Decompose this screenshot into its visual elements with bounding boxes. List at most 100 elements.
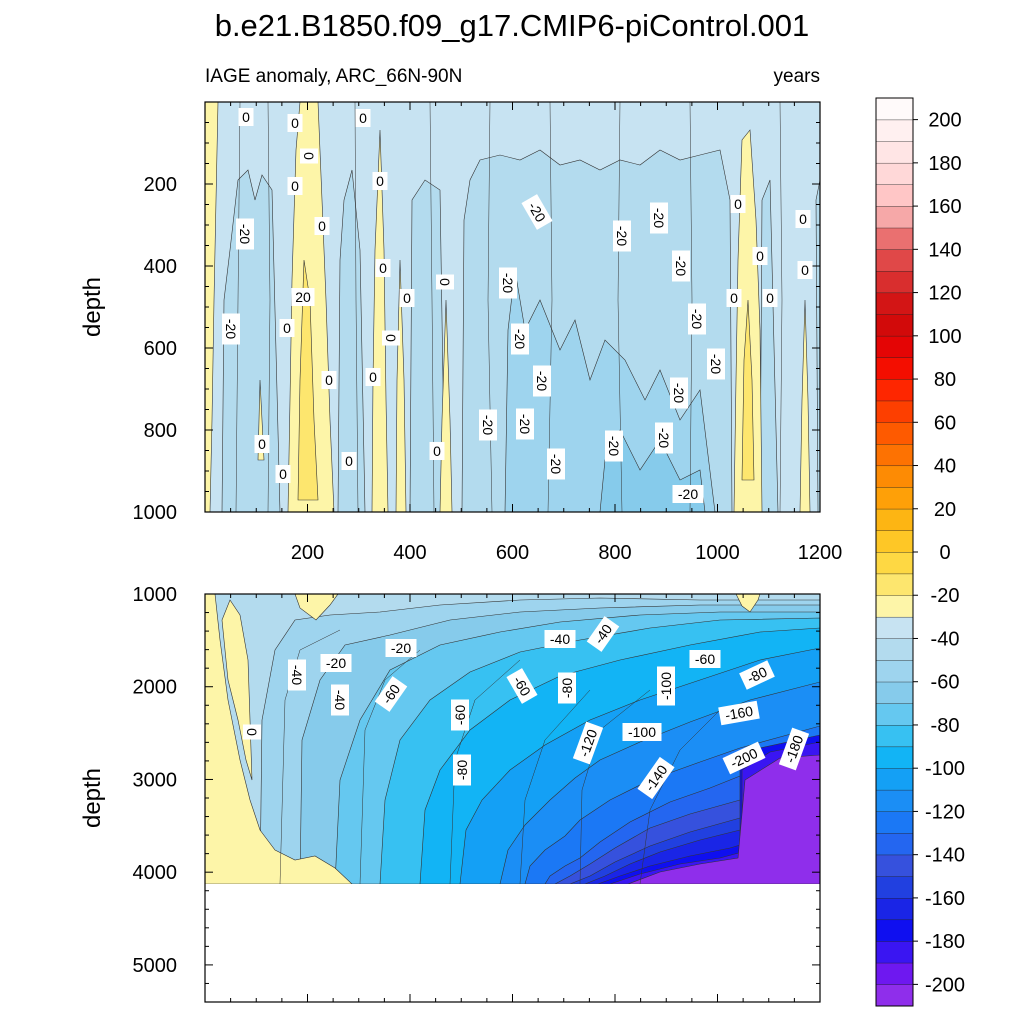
colorbar-label: 200 [928, 110, 961, 132]
contour-label: 0 [730, 195, 746, 213]
contour-label: -20 [707, 348, 725, 380]
contour-label-text: -40 [289, 665, 305, 685]
contour-label: 0 [797, 261, 813, 279]
contour-label-box [385, 639, 417, 657]
contour-label-text: -40 [332, 690, 348, 710]
colorbar-label: 140 [928, 239, 961, 261]
contour-label-box [707, 348, 725, 380]
contour-label-box [291, 288, 315, 306]
contour-label-box [275, 465, 291, 483]
lower-y-tick-label: 2000 [133, 677, 178, 699]
contour-label: -20 [670, 377, 688, 409]
contour-label-text: 0 [301, 152, 317, 160]
contour-label-text: -20 [223, 319, 239, 339]
contour-label-box [279, 319, 295, 337]
contour-label-box [382, 330, 400, 346]
colorbar-box [875, 141, 914, 164]
colorbar-box [875, 422, 914, 445]
colorbar-label: 80 [934, 369, 956, 391]
colorbar-box [875, 400, 914, 423]
colorbar-label: -20 [931, 585, 960, 607]
chart-title: b.e21.B1850.f09_g17.CMIP6-piControl.001 [215, 8, 810, 43]
upper-positive-band-7 [799, 299, 811, 512]
contour-label-text: -80 [559, 678, 575, 698]
colorbar-box [875, 638, 914, 661]
contour-label-box [637, 756, 675, 800]
colorbar-box [875, 573, 914, 596]
contour-label-text: 0 [283, 320, 291, 336]
colorbar: -200-180-160-140-120-100-80-60-40-200204… [875, 97, 965, 1007]
contour-label: 20 [291, 288, 315, 306]
colorbar-label: -160 [925, 888, 965, 910]
contour-label-box [605, 430, 623, 462]
contour-label: -20 [320, 654, 352, 672]
contour-label-box [730, 195, 746, 213]
contour-label: 0 [795, 210, 811, 228]
lower-y-tick-label: 3000 [133, 769, 178, 791]
colorbar-box [875, 465, 914, 488]
colorbar-box [875, 530, 914, 553]
upper-y-tick-label: 400 [144, 256, 177, 278]
x-tick-label: 200 [291, 542, 324, 564]
contour-label: -20 [672, 250, 690, 282]
lower-x-ticks [204, 594, 821, 1002]
contour-label-text: 20 [295, 289, 311, 305]
contour-label: 0 [365, 368, 381, 386]
contour-label-box [558, 672, 576, 704]
contour-label-box [506, 668, 538, 704]
contour-label-box [365, 368, 381, 386]
contour-label-text: -20 [480, 415, 496, 435]
contour-label: -20 [222, 313, 240, 345]
colorbar-box [875, 508, 914, 531]
colorbar-box [875, 876, 914, 899]
right-string: years [774, 66, 820, 87]
contour-label-box [499, 267, 517, 299]
contour-label-box [688, 303, 706, 335]
contour-label-text: 0 [242, 109, 250, 125]
contour-label-box [238, 108, 254, 126]
contour-label: -20 [479, 409, 497, 441]
contour-label-text: 0 [318, 218, 326, 234]
colorbar-label: -40 [931, 628, 960, 650]
colorbar-box [875, 919, 914, 942]
contour-label-box [722, 741, 766, 775]
contour-label-box [586, 616, 620, 652]
contour-label: 0 [355, 109, 371, 127]
contour-label-box [287, 114, 303, 132]
contour-label: 0 [436, 274, 454, 290]
contour-label-box [795, 210, 811, 228]
contour-label-text: 0 [244, 728, 260, 736]
colorbar-box [875, 97, 914, 121]
colorbar-label: 160 [928, 196, 961, 218]
contour-label-text: 0 [325, 372, 333, 388]
contour-label-text: 0 [258, 436, 266, 452]
contour-label-text: -100 [658, 672, 674, 700]
contour-label-text: 0 [766, 290, 774, 306]
contour-label-text: 0 [379, 260, 387, 276]
contour-label-text: 0 [730, 290, 738, 306]
colorbar-box [875, 357, 914, 380]
lower-y-tick-label: 1000 [133, 584, 178, 606]
contour-label-text: -80 [744, 663, 769, 686]
contour-label-box [436, 274, 454, 290]
contour-label-text: -60 [452, 705, 468, 725]
colorbar-box [875, 767, 914, 791]
contour-label-text: -20 [689, 309, 705, 329]
contour-label-text: -20 [517, 414, 533, 434]
colorbar-label: -120 [925, 801, 965, 823]
contour-label: 0 [300, 148, 318, 164]
lower-positive-band-3 [294, 594, 339, 621]
contour-label-box [521, 194, 553, 230]
upper-y-tick-label: 1000 [133, 502, 178, 524]
lower-y-ticks: 1000 2000 3000 4000 5000 [133, 584, 820, 1003]
colorbar-box [875, 119, 914, 142]
upper-y-tick-label: 200 [144, 174, 177, 196]
colorbar-box [875, 789, 914, 812]
contour-label-box [399, 289, 415, 307]
contour-label: -20 [688, 303, 706, 335]
contour-label-box [222, 313, 240, 345]
colorbar-box [875, 443, 914, 467]
contour-label-text: 0 [345, 453, 353, 469]
contour-label-text: 0 [799, 211, 807, 227]
